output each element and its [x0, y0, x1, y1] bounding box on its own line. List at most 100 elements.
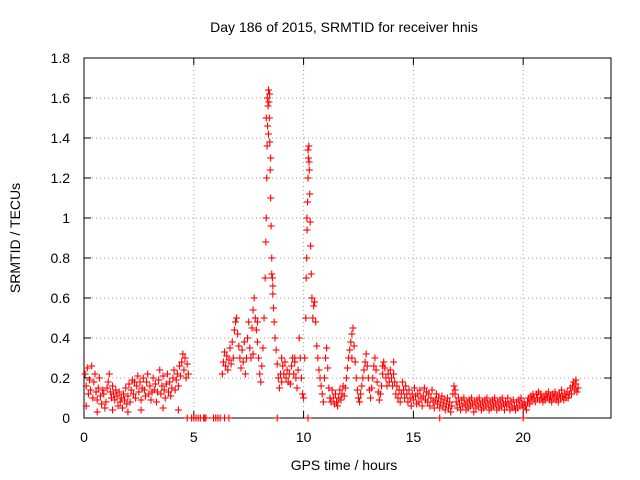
data-point	[318, 390, 326, 398]
data-point	[179, 350, 187, 358]
data-point	[353, 386, 361, 394]
data-point	[293, 384, 301, 392]
data-point	[105, 370, 113, 378]
data-point	[436, 414, 444, 422]
data-point	[313, 342, 321, 350]
data-point	[404, 398, 412, 406]
data-point	[446, 398, 454, 406]
data-point	[225, 414, 233, 422]
data-point	[305, 166, 313, 174]
data-point	[113, 392, 121, 400]
data-point	[393, 382, 401, 390]
data-point	[304, 174, 312, 182]
data-point	[101, 404, 109, 412]
data-point	[438, 392, 446, 400]
data-point	[352, 374, 360, 382]
data-point	[264, 86, 272, 94]
data-point	[102, 398, 110, 406]
data-point	[235, 342, 243, 350]
data-point	[139, 374, 147, 382]
data-point	[270, 304, 278, 312]
data-point	[180, 366, 188, 374]
data-point	[475, 394, 483, 402]
data-point	[572, 376, 580, 384]
data-point	[409, 396, 417, 404]
data-point	[170, 366, 178, 374]
data-point	[269, 290, 277, 298]
data-point	[262, 114, 270, 122]
x-tick-label: 0	[80, 429, 88, 445]
data-point	[272, 346, 280, 354]
data-point	[226, 344, 234, 352]
data-point	[278, 354, 286, 362]
data-point	[133, 382, 141, 390]
data-point	[294, 366, 302, 374]
data-point	[307, 242, 315, 250]
data-point	[140, 386, 148, 394]
data-point	[369, 374, 377, 382]
data-point	[245, 318, 253, 326]
data-point	[167, 392, 175, 400]
data-point	[416, 386, 424, 394]
data-point	[443, 394, 451, 402]
data-point	[155, 376, 163, 384]
data-point	[291, 354, 299, 362]
data-point	[298, 390, 306, 398]
y-axis-label: SRMTID / TECUs	[7, 183, 23, 293]
data-point	[410, 384, 418, 392]
data-point	[522, 406, 530, 414]
data-point	[114, 402, 122, 410]
data-point	[258, 362, 266, 370]
data-point	[278, 378, 286, 386]
y-tick-label: 0.4	[51, 330, 71, 346]
data-point	[304, 154, 312, 162]
data-point	[238, 346, 246, 354]
data-point	[373, 378, 381, 386]
data-point	[491, 394, 499, 402]
data-point	[402, 382, 410, 390]
y-tick-label: 1.2	[51, 170, 71, 186]
data-point	[405, 386, 413, 394]
data-point	[310, 302, 318, 310]
data-point	[398, 378, 406, 386]
data-point	[118, 404, 126, 412]
data-point	[270, 318, 278, 326]
data-point	[84, 390, 92, 398]
y-tick-label: 0.6	[51, 290, 71, 306]
data-point	[282, 374, 290, 382]
data-point	[425, 390, 433, 398]
data-point	[265, 98, 273, 106]
data-point	[122, 384, 130, 392]
data-point	[99, 386, 107, 394]
data-point	[87, 386, 95, 394]
data-point	[367, 394, 375, 402]
data-point	[306, 218, 314, 226]
data-point	[240, 338, 248, 346]
data-point	[407, 402, 415, 410]
data-point	[171, 386, 179, 394]
data-point	[144, 370, 152, 378]
data-point	[263, 94, 271, 102]
data-point	[554, 398, 562, 406]
data-point	[158, 382, 166, 390]
data-point	[159, 404, 167, 412]
data-point	[342, 374, 350, 382]
data-point	[166, 378, 174, 386]
data-point	[519, 414, 527, 422]
data-point	[103, 384, 111, 392]
data-point	[274, 374, 282, 382]
data-point	[317, 382, 325, 390]
data-point	[418, 402, 426, 410]
data-point	[470, 408, 478, 416]
data-point	[312, 318, 320, 326]
data-point	[288, 362, 296, 370]
data-point	[348, 354, 356, 362]
data-point	[344, 364, 351, 372]
data-point	[266, 90, 274, 98]
data-point	[159, 372, 167, 380]
data-point	[260, 314, 268, 322]
data-point	[303, 214, 311, 222]
data-point	[427, 394, 435, 402]
data-point	[573, 388, 581, 396]
